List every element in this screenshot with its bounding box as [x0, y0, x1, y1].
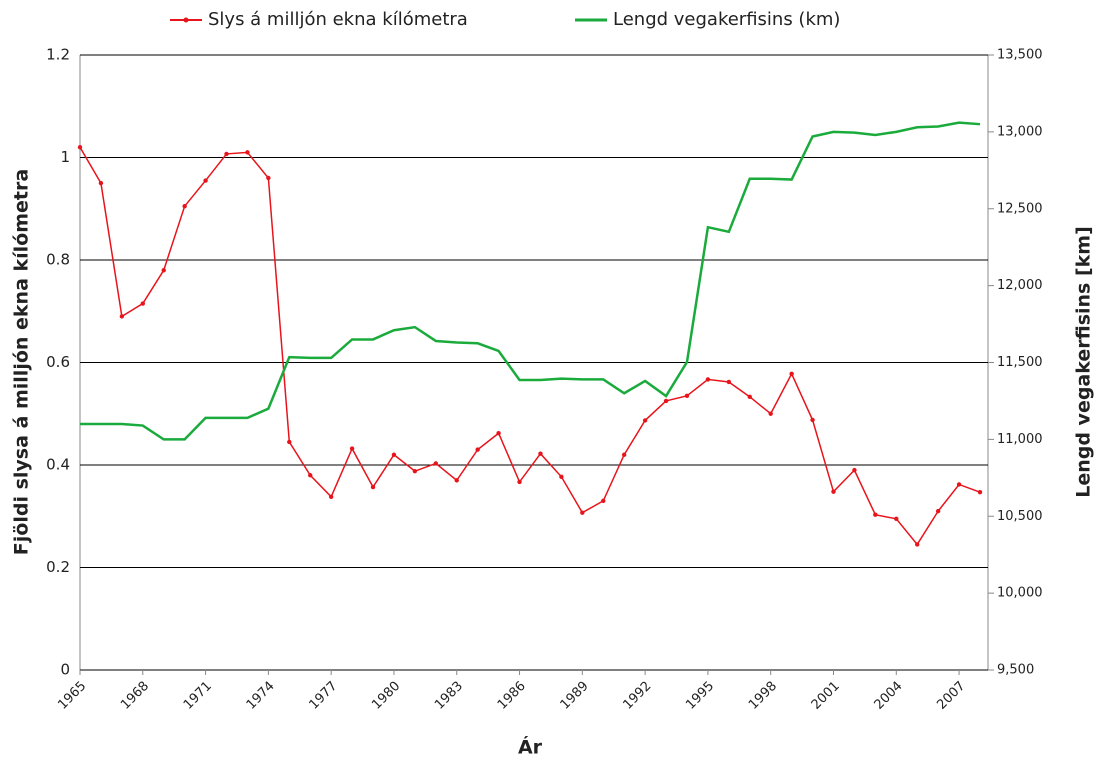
y2-tick-label: 12,500: [997, 201, 1043, 216]
point: [915, 542, 920, 547]
point: [559, 474, 564, 479]
y2-tick-label: 13,500: [997, 48, 1043, 63]
point: [977, 489, 983, 495]
point: [663, 398, 669, 404]
y-axis-title: Fjöldi slysa á milljón ekna kílómetra: [11, 169, 33, 555]
y2-tick-label: 10,500: [997, 509, 1043, 524]
y-tick-label: 1.2: [46, 46, 70, 64]
legend-marker: [183, 17, 189, 23]
point: [161, 268, 166, 273]
y-tick-label: 1: [60, 148, 70, 166]
y-tick-label: 0.6: [46, 353, 70, 371]
y-tick-label: 0.2: [46, 558, 70, 576]
point: [873, 512, 878, 517]
point: [789, 371, 794, 376]
y2-tick-label: 10,000: [997, 586, 1043, 601]
point: [538, 451, 543, 456]
point: [119, 314, 125, 319]
point: [328, 494, 334, 499]
point: [852, 467, 857, 473]
series-line: [79, 146, 981, 546]
x-tick-label: 1995: [683, 679, 717, 713]
x-axis-title: Ár: [518, 736, 543, 759]
point: [266, 175, 271, 181]
point: [601, 498, 606, 504]
point: [77, 145, 83, 150]
point: [412, 468, 418, 474]
point: [580, 510, 585, 515]
point: [705, 377, 711, 382]
y2-axis-title: Lengd vegakerfisins [km]: [1073, 226, 1095, 498]
x-tick-label: 2004: [872, 679, 906, 713]
point: [747, 394, 752, 400]
y-tick-label: 0.8: [46, 251, 70, 269]
y2-tick-label: 11,000: [997, 432, 1043, 447]
point: [203, 178, 208, 183]
x-tick-label: 1980: [369, 679, 403, 713]
x-tick-label: 1998: [746, 679, 780, 713]
point: [245, 150, 250, 155]
series-line: [80, 121, 981, 441]
point: [308, 473, 313, 478]
legend-label: Lengd vegakerfisins (km): [613, 9, 840, 30]
point: [956, 482, 962, 487]
x-tick-label: 1971: [181, 679, 215, 713]
point: [224, 151, 229, 157]
x-tick-label: 1977: [306, 679, 340, 713]
point: [642, 418, 648, 423]
point: [726, 379, 732, 385]
legend-label: Slys á milljón ekna kílómetra: [208, 9, 468, 30]
point: [496, 431, 501, 436]
point: [140, 301, 145, 306]
point: [287, 439, 292, 445]
x-tick-label: 1974: [244, 679, 278, 713]
x-tick-label: 2001: [809, 679, 843, 713]
y2-tick-label: 9,500: [997, 663, 1034, 678]
point: [935, 508, 941, 514]
point: [768, 411, 773, 416]
x-tick-label: 1983: [432, 679, 466, 713]
point: [182, 203, 187, 209]
y2-tick-label: 11,500: [997, 355, 1043, 370]
point: [684, 393, 690, 399]
point: [831, 489, 836, 494]
point: [370, 484, 376, 490]
x-tick-label: 1989: [558, 679, 592, 713]
point: [349, 446, 355, 451]
y-tick-label: 0: [60, 661, 70, 679]
point: [98, 180, 104, 186]
x-tick-label: 1986: [495, 679, 529, 713]
x-tick-label: 2007: [934, 679, 968, 713]
point: [433, 461, 439, 466]
point: [894, 516, 899, 522]
point: [517, 479, 522, 485]
y-tick-label: 0.4: [46, 456, 70, 474]
x-tick-label: 1992: [620, 679, 654, 713]
point: [454, 478, 459, 483]
point: [475, 447, 480, 452]
point: [621, 452, 627, 457]
x-tick-label: 1965: [55, 679, 89, 713]
y2-tick-label: 12,000: [997, 278, 1043, 293]
point: [810, 417, 815, 423]
x-tick-label: 1968: [118, 679, 152, 713]
point: [391, 452, 397, 457]
y2-tick-label: 13,000: [997, 124, 1043, 139]
